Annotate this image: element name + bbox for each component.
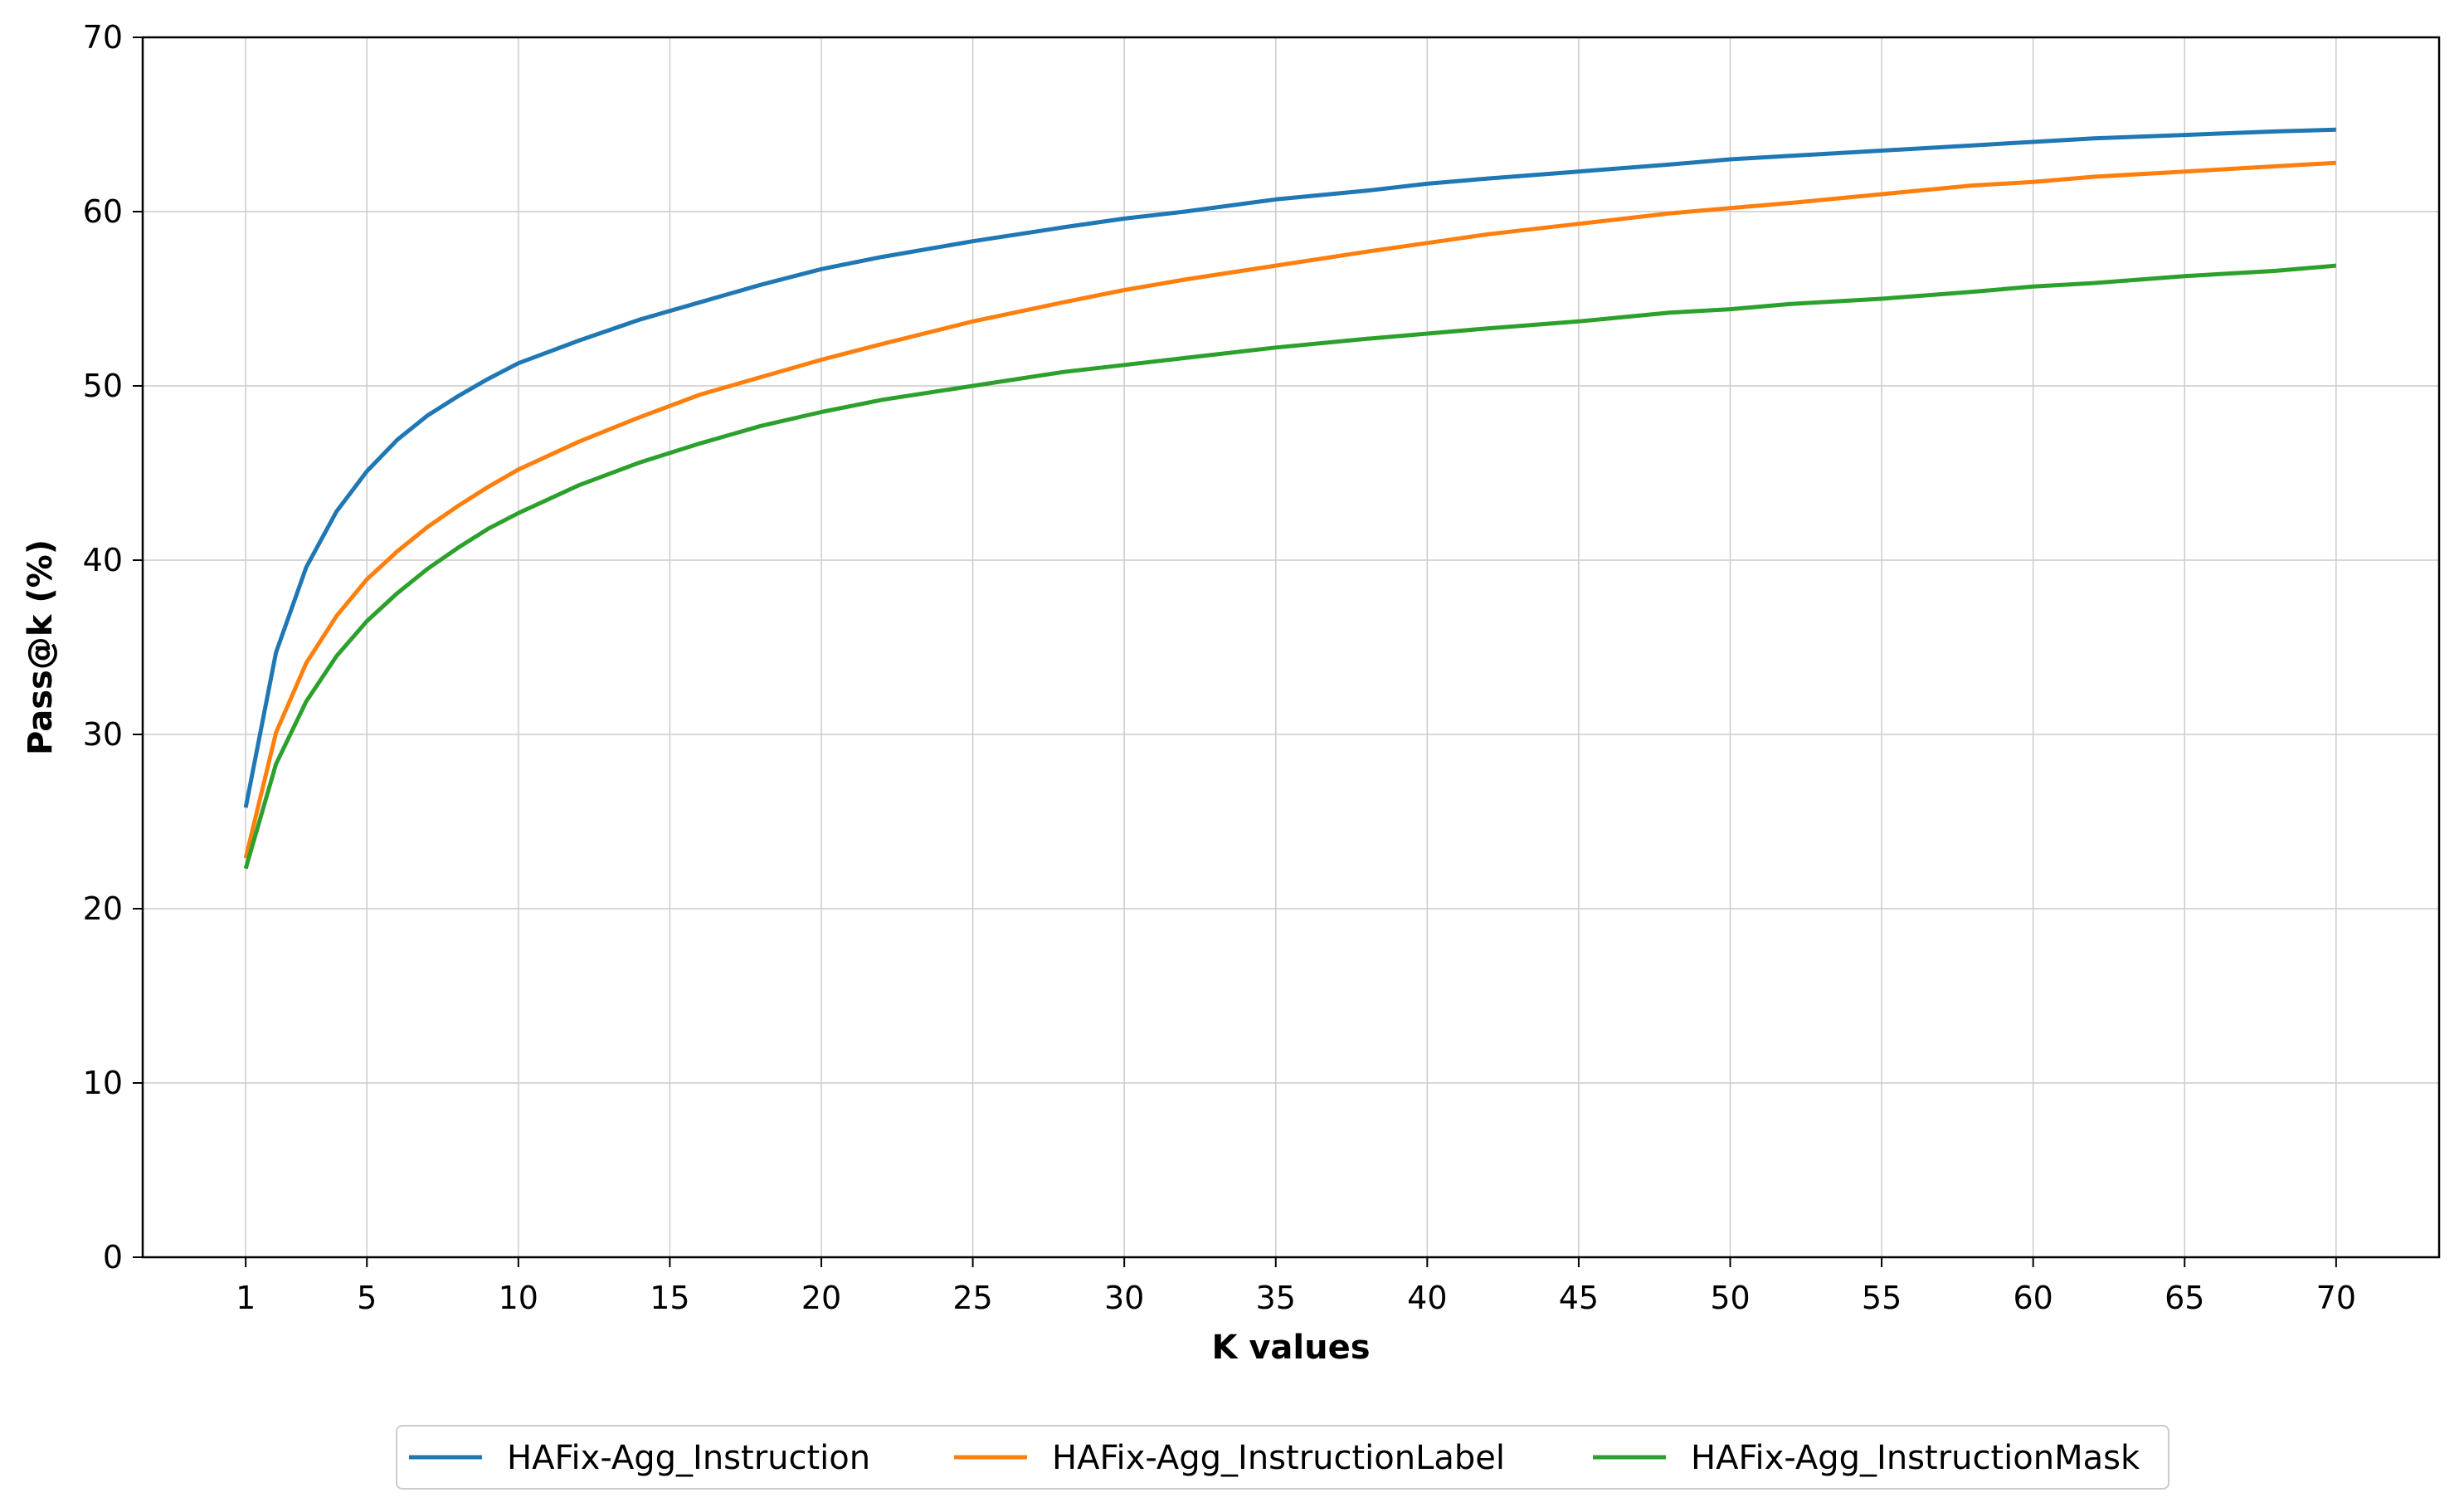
series-line-3 xyxy=(243,263,2337,870)
y-tick-label: 70 xyxy=(83,19,123,56)
x-tick-label: 50 xyxy=(1710,1280,1750,1316)
x-tick-label: 35 xyxy=(1256,1280,1296,1316)
legend-box xyxy=(396,1425,2169,1490)
x-tick-label: 65 xyxy=(2165,1280,2204,1316)
x-tick-label: 70 xyxy=(2316,1280,2356,1316)
series-line-2 xyxy=(243,160,2336,859)
x-tick-label: 15 xyxy=(650,1280,689,1316)
y-tick-label: 40 xyxy=(83,542,123,578)
legend-label: HAFix-Agg_Instruction xyxy=(507,1439,870,1477)
series-line-1 xyxy=(243,127,2336,808)
plot-frame xyxy=(141,36,2441,1259)
x-tick-label: 45 xyxy=(1559,1280,1599,1316)
legend: HAFix-Agg_Instruction HAFix-Agg_Instructi… xyxy=(396,1425,2169,1490)
x-tick-label: 20 xyxy=(801,1280,841,1316)
legend-label: HAFix-Agg_InstructionLabel xyxy=(1052,1439,1505,1477)
legend-label: HAFix-Agg_InstructionMask xyxy=(1691,1439,2140,1477)
y-axis: 0 10 20 30 40 50 60 70 xyxy=(83,19,143,1275)
y-tick-label: 20 xyxy=(83,890,123,927)
x-tick-label: 60 xyxy=(2013,1280,2053,1316)
gridlines xyxy=(143,37,2439,1258)
x-axis: 1 5 10 15 20 25 30 35 40 45 50 55 60 65 70 xyxy=(236,1257,2356,1316)
x-tick-label: 40 xyxy=(1407,1280,1447,1316)
y-tick-label: 50 xyxy=(83,368,123,404)
y-tick-label: 30 xyxy=(83,716,123,753)
y-tick-label: 0 xyxy=(103,1239,123,1275)
x-tick-label: 55 xyxy=(1862,1280,1902,1316)
x-axis-title: K values xyxy=(1211,1329,1370,1367)
x-tick-label: 25 xyxy=(952,1280,992,1316)
x-tick-label: 1 xyxy=(236,1280,256,1316)
y-tick-label: 10 xyxy=(83,1065,123,1101)
x-tick-label: 30 xyxy=(1104,1280,1144,1316)
y-axis-title: Pass@k (%) xyxy=(22,539,60,755)
x-tick-label: 10 xyxy=(499,1280,538,1316)
y-tick-label: 60 xyxy=(83,193,123,230)
series-lines xyxy=(243,127,2337,870)
x-tick-label: 5 xyxy=(357,1280,377,1316)
